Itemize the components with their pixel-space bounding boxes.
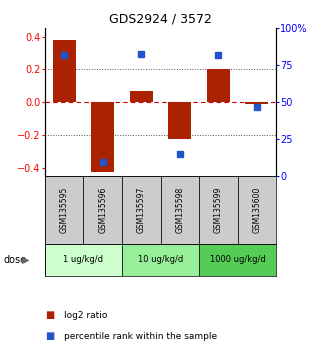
Bar [207,69,230,102]
Text: GSM135598: GSM135598 [175,187,184,233]
Text: percentile rank within the sample: percentile rank within the sample [64,332,217,341]
Text: ■: ■ [45,310,54,320]
Title: GDS2924 / 3572: GDS2924 / 3572 [109,13,212,26]
Text: ■: ■ [45,331,54,341]
Text: GSM135597: GSM135597 [137,187,146,233]
Bar [199,176,238,244]
Bar [245,102,268,104]
Text: 1 ug/kg/d: 1 ug/kg/d [64,256,103,264]
Bar [45,244,122,276]
Text: GSM135599: GSM135599 [214,187,223,233]
Text: 10 ug/kg/d: 10 ug/kg/d [138,256,183,264]
Bar [238,176,276,244]
Bar [130,91,153,102]
Text: dose: dose [3,255,26,265]
Bar [45,176,83,244]
Text: log2 ratio: log2 ratio [64,310,108,320]
Bar [122,244,199,276]
Text: GSM135595: GSM135595 [60,187,69,233]
Text: GSM135596: GSM135596 [98,187,107,233]
Bar [83,176,122,244]
Bar [91,102,114,172]
Bar [199,244,276,276]
Bar [168,102,191,139]
Text: 1000 ug/kg/d: 1000 ug/kg/d [210,256,265,264]
Bar [53,40,76,102]
Text: ▶: ▶ [22,255,29,265]
Text: GSM135600: GSM135600 [252,187,261,233]
Bar [160,176,199,244]
Bar [122,176,160,244]
